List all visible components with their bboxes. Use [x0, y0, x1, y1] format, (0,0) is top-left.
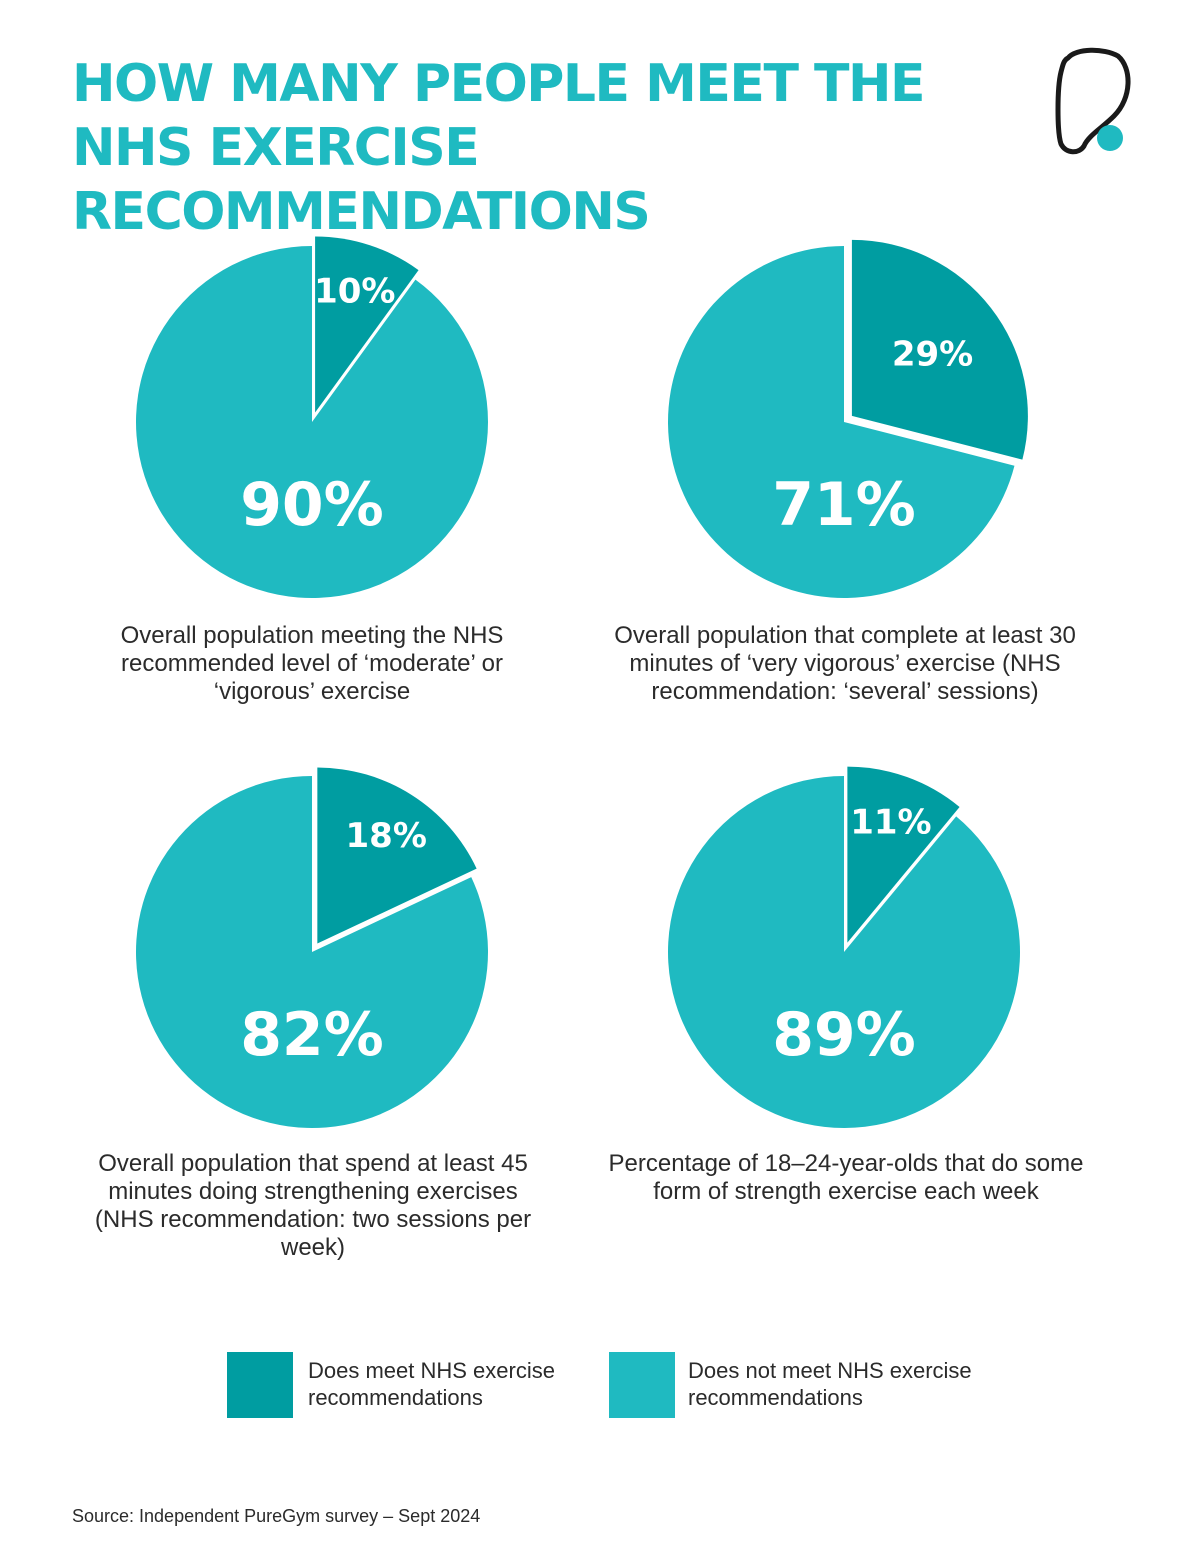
- pie-label-not-meet: 90%: [240, 470, 384, 540]
- legend-label-meet: Does meet NHS exercise recommendations: [308, 1358, 555, 1410]
- logo-dot: [1097, 125, 1123, 151]
- pie-caption-3: Overall population that spend at least 4…: [94, 1150, 532, 1261]
- pie-caption-1: Overall population meeting the NHS recom…: [120, 622, 504, 705]
- pie-slice-not-meet: [668, 776, 1020, 1128]
- pie-label-meet: 10%: [314, 271, 395, 311]
- legend-label-not-meet: Does not meet NHS exercise recommendatio…: [688, 1358, 972, 1410]
- pie-chart-3: 18% 82%: [136, 767, 488, 1128]
- pie-slice-not-meet: [135, 246, 488, 598]
- pie-slice-not-meet: [668, 246, 1015, 598]
- pie-label-not-meet: 71%: [772, 470, 916, 540]
- pie-label-not-meet: 89%: [772, 1000, 916, 1070]
- pie-chart-4: 11% 89%: [668, 766, 1020, 1128]
- pie-label-meet: 18%: [346, 816, 427, 856]
- pie-slice-not-meet: [136, 776, 488, 1128]
- pie-label-meet: 29%: [892, 334, 973, 374]
- logo-stroke: [1055, 47, 1131, 155]
- legend-swatch-not-meet: [609, 1352, 675, 1418]
- puregym-logo-icon: [1055, 47, 1131, 155]
- pie-chart-1: 10% 90%: [135, 236, 488, 598]
- legend-swatch-meet: [227, 1352, 293, 1418]
- pie-slice-meet: [851, 239, 1028, 460]
- pie-chart-2: 29% 71%: [668, 239, 1028, 598]
- pie-slice-meet: [317, 767, 477, 944]
- pie-label-meet: 11%: [850, 803, 931, 843]
- pie-slice-meet: [315, 236, 419, 413]
- pie-label-not-meet: 82%: [240, 1000, 384, 1070]
- pie-caption-2: Overall population that complete at leas…: [614, 622, 1076, 705]
- source-note: Source: Independent PureGym survey – Sep…: [72, 1506, 481, 1526]
- pie-caption-4: Percentage of 18–24-year-olds that do so…: [608, 1150, 1084, 1205]
- page-title: HOW MANY PEOPLE MEET THE NHS EXERCISE RE…: [72, 54, 926, 242]
- pie-slice-meet: [847, 766, 960, 943]
